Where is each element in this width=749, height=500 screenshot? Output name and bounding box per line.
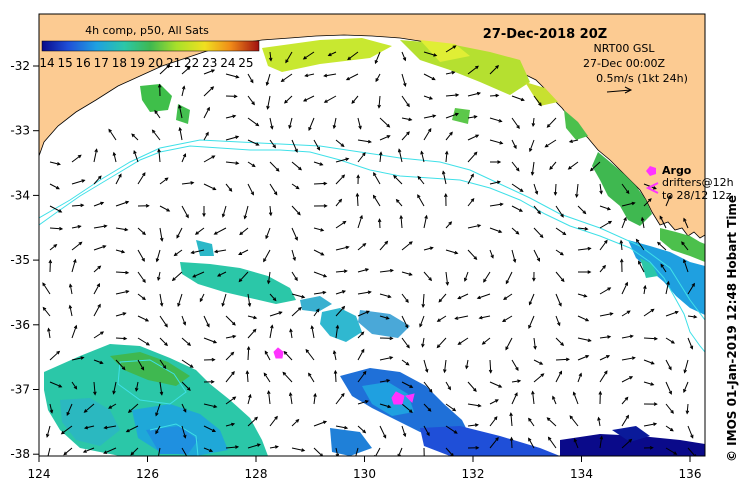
colorbar-label: 14 (39, 56, 54, 70)
colorbar-gradient (42, 41, 259, 51)
x-tick-label: 132 (462, 467, 485, 481)
y-tick-label: -38 (10, 447, 30, 461)
colorbar-label: 21 (166, 56, 181, 70)
credit-text: © IMOS 01-Jan-2019 12:48 Hobart Time (725, 195, 739, 462)
x-tick-label: 124 (28, 467, 51, 481)
drifters-label-line2: to 28/12 12z (662, 189, 732, 202)
current-info-line3: 0.5m/s (1kt 24h) (596, 72, 688, 85)
colorbar-label: 18 (112, 56, 127, 70)
colorbar-label: 23 (202, 56, 217, 70)
colorbar-label: 16 (76, 56, 91, 70)
colorbar-label: 24 (220, 56, 235, 70)
y-tick-label: -36 (10, 318, 30, 332)
y-tick-label: -32 (10, 59, 30, 73)
y-axis: -32 -33 -34 -35 -36 -37 -38 (10, 59, 39, 461)
y-tick-label: -35 (10, 253, 30, 267)
colorbar-title: 4h comp, p50, All Sats (85, 24, 209, 37)
x-tick-label: 128 (245, 467, 268, 481)
x-tick-label: 130 (353, 467, 376, 481)
colorbar-label: 20 (148, 56, 163, 70)
x-tick-label: 134 (570, 467, 593, 481)
x-tick-label: 126 (136, 467, 159, 481)
colorbar-label: 25 (238, 56, 253, 70)
colorbar-label: 17 (94, 56, 109, 70)
y-tick-label: -33 (10, 124, 30, 138)
colorbar-label: 15 (57, 56, 72, 70)
drifters-label-line1: drifters@12h (662, 176, 734, 189)
y-tick-label: -37 (10, 383, 30, 397)
map-date: 27-Dec-2018 20Z (483, 27, 607, 42)
colorbar-label: 19 (130, 56, 145, 70)
y-tick-label: -34 (10, 188, 30, 202)
current-info-line1: NRT00 GSL (594, 42, 656, 55)
x-tick-label: 136 (679, 467, 702, 481)
x-axis: 124 126 128 130 132 134 136 (28, 456, 702, 481)
current-info-line2: 27-Dec 00:00Z (583, 57, 665, 70)
colorbar-label: 22 (184, 56, 199, 70)
